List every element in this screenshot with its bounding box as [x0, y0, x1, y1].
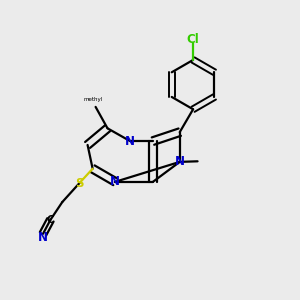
Text: Cl: Cl	[187, 33, 200, 46]
Text: C: C	[46, 215, 54, 225]
Text: N: N	[38, 231, 48, 244]
Text: N: N	[110, 175, 120, 188]
Text: N: N	[125, 135, 135, 148]
Text: methyl: methyl	[83, 98, 102, 102]
Text: S: S	[75, 177, 83, 190]
Text: N: N	[175, 155, 185, 168]
